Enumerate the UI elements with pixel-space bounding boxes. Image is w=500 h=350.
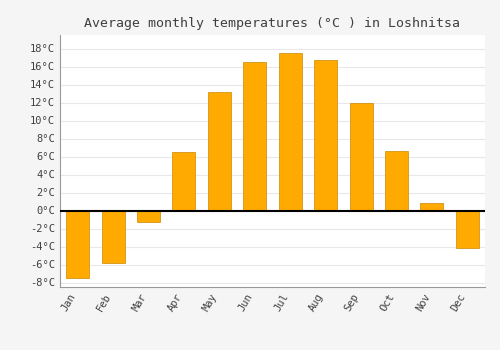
Bar	[66, 210, 89, 278]
Bar	[420, 203, 444, 210]
Bar	[102, 210, 124, 263]
Bar	[385, 151, 408, 210]
Bar	[137, 210, 160, 222]
Bar	[456, 210, 479, 248]
Bar	[314, 60, 337, 210]
Bar	[350, 103, 372, 210]
Bar	[208, 92, 231, 210]
Bar	[244, 62, 266, 210]
Title: Average monthly temperatures (°C ) in Loshnitsa: Average monthly temperatures (°C ) in Lo…	[84, 17, 460, 30]
Bar	[172, 152, 196, 210]
Bar	[278, 53, 301, 210]
